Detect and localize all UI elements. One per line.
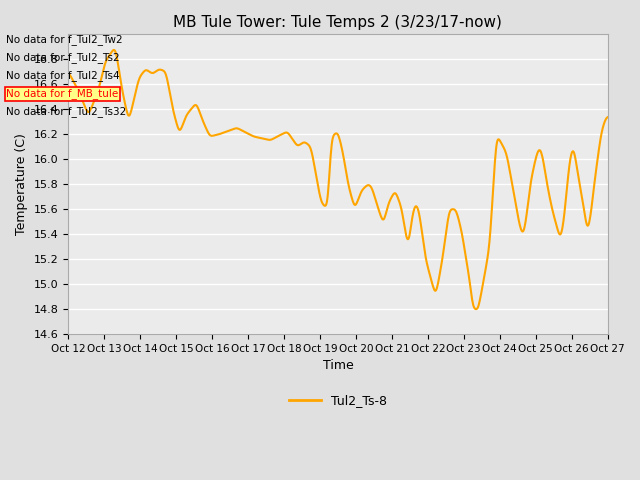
Text: No data for f_Tul2_Ts32: No data for f_Tul2_Ts32 <box>6 107 127 118</box>
Text: No data for f_MB_tule: No data for f_MB_tule <box>6 88 118 99</box>
Text: No data for f_Tul2_Ts2: No data for f_Tul2_Ts2 <box>6 52 120 63</box>
Text: No data for f_Tul2_Tw2: No data for f_Tul2_Tw2 <box>6 34 123 45</box>
Y-axis label: Temperature (C): Temperature (C) <box>15 133 28 235</box>
Title: MB Tule Tower: Tule Temps 2 (3/23/17-now): MB Tule Tower: Tule Temps 2 (3/23/17-now… <box>173 15 502 30</box>
Legend: Tul2_Ts-8: Tul2_Ts-8 <box>284 389 392 412</box>
Text: No data for f_Tul2_Ts4: No data for f_Tul2_Ts4 <box>6 70 120 81</box>
X-axis label: Time: Time <box>323 360 353 372</box>
